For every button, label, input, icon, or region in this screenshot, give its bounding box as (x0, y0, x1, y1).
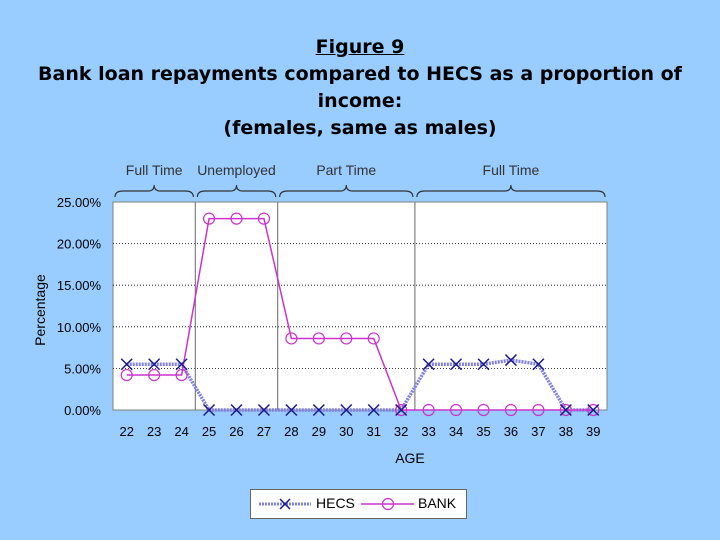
series-line-bank (126, 217, 594, 411)
x-tick-label: 34 (449, 424, 463, 439)
hecs-point (422, 358, 435, 371)
bank-point (367, 332, 380, 345)
x-tick-label: 24 (174, 424, 188, 439)
phase-label: Unemployed (197, 162, 276, 178)
bank-point (120, 368, 133, 382)
phase-brace (114, 184, 194, 198)
plot-area (112, 201, 608, 411)
title-line-1: Figure 9 (315, 36, 405, 58)
bank-point (422, 403, 435, 417)
y-tick-label: 0.00% (64, 403, 101, 418)
hecs-point (532, 358, 545, 371)
bank-point (477, 403, 490, 417)
hecs-point (340, 403, 353, 417)
x-tick-label: 39 (586, 424, 600, 439)
x-axis-label: AGE (395, 450, 425, 466)
bank-point (587, 403, 600, 417)
x-tick-label: 33 (421, 424, 435, 439)
bank-point (230, 212, 243, 225)
bank-point (312, 332, 325, 345)
hecs-point (148, 358, 161, 371)
x-tick-label: 27 (257, 424, 271, 439)
legend: HECS BANK (250, 489, 467, 519)
x-tick-label: 38 (559, 424, 573, 439)
hecs-point (120, 358, 133, 371)
bank-point (449, 403, 463, 417)
y-tick-label: 25.00% (57, 195, 102, 210)
phase-brace (279, 184, 414, 198)
bank-point (395, 403, 408, 417)
legend-bank-marker (381, 497, 395, 511)
bank-point (559, 403, 572, 417)
legend-hecs-marker (279, 498, 291, 510)
legend-bank-label: BANK (418, 495, 457, 511)
y-tick-label: 5.00% (64, 361, 101, 376)
phase-brace (196, 184, 277, 198)
bank-point (340, 332, 353, 345)
x-tick-label: 22 (119, 424, 133, 439)
bank-point (285, 332, 298, 345)
x-tick-label: 29 (312, 424, 326, 439)
y-tick-label: 20.00% (57, 237, 102, 252)
chart-title: Figure 9 Bank loan repayments compared t… (0, 34, 720, 142)
legend-hecs-label: HECS (316, 495, 355, 511)
title-line-2: Bank loan repayments compared to HECS as… (38, 63, 682, 112)
x-tick-label: 23 (147, 424, 161, 439)
x-tick-label: 30 (339, 424, 353, 439)
phase-brace (416, 184, 606, 198)
legend-swatches (259, 497, 414, 511)
hecs-point (285, 403, 298, 417)
y-tick-label: 15.00% (57, 278, 102, 293)
x-tick-label: 28 (284, 424, 298, 439)
hecs-point (477, 358, 490, 371)
x-tick-label: 32 (394, 424, 408, 439)
phase-label: Part Time (316, 162, 376, 178)
x-tick-label: 37 (531, 424, 545, 439)
hecs-point (504, 354, 517, 367)
hecs-point (395, 403, 408, 417)
x-tick-label: 35 (476, 424, 490, 439)
hecs-point (312, 403, 325, 417)
bank-point (257, 212, 271, 225)
bank-point (175, 368, 188, 382)
bank-point (532, 403, 545, 417)
hecs-point (257, 403, 270, 417)
hecs-point (175, 358, 188, 371)
hecs-point (230, 403, 243, 417)
series-line-hecs (126, 358, 594, 412)
hecs-point (450, 358, 463, 371)
x-tick-label: 26 (229, 424, 243, 439)
bank-point (202, 212, 216, 225)
hecs-point (367, 403, 380, 417)
hecs-point (203, 403, 216, 417)
hecs-point (587, 403, 600, 417)
title-line-3: (females, same as males) (223, 117, 497, 139)
bank-point (504, 403, 518, 417)
phase-label: Full Time (126, 162, 183, 178)
x-tick-label: 25 (202, 424, 216, 439)
bank-point (148, 368, 161, 382)
hecs-point (559, 403, 572, 417)
x-tick-label: 36 (504, 424, 518, 439)
y-axis-label: Percentage (32, 274, 48, 346)
y-tick-label: 10.00% (57, 320, 102, 335)
x-tick-label: 31 (366, 424, 380, 439)
phase-label: Full Time (483, 162, 540, 178)
